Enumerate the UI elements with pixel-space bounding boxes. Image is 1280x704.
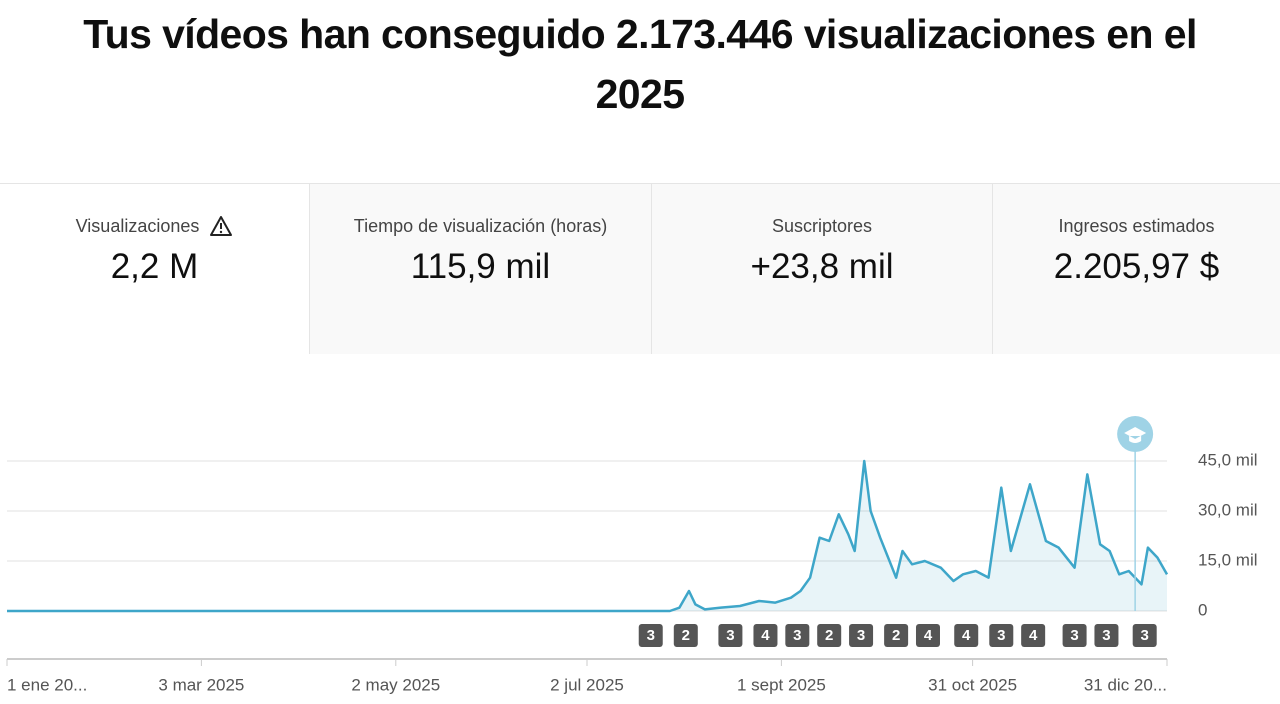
metric-card[interactable]: Ingresos estimados 2.205,97 $ [992,184,1280,354]
marker-box [1021,624,1046,647]
milestone-icon[interactable] [1117,416,1154,452]
marker-box [673,624,698,647]
x-tick-label: 3 mar 2025 [158,675,244,694]
marker-count: 4 [962,627,971,644]
annotation-marker[interactable]: 3 [718,624,743,647]
marker-box [1094,624,1119,647]
marker-box [849,624,874,647]
annotation-marker[interactable]: 2 [673,624,698,647]
marker-count: 2 [825,627,833,644]
metric-label: Tiempo de visualización (horas) [353,215,608,236]
annotation-marker[interactable]: 2 [817,624,842,647]
page-title: Tus vídeos han conseguido 2.173.446 visu… [83,11,1197,117]
x-tick-label: 31 dic 20... [1084,675,1167,694]
icon-cap [1124,427,1147,443]
x-tick-label: 31 oct 2025 [928,675,1017,694]
marker-box [1132,624,1157,647]
annotation-marker[interactable]: 3 [638,624,663,647]
marker-box [989,624,1014,647]
x-tick-label: 1 sept 2025 [737,675,826,694]
annotation-marker[interactable]: 3 [1062,624,1087,647]
annotation-marker[interactable]: 3 [1132,624,1157,647]
marker-count: 4 [1029,627,1038,644]
x-tick-label: 2 may 2025 [351,675,440,694]
annotation-marker[interactable]: 3 [849,624,874,647]
annotation-marker[interactable]: 2 [884,624,909,647]
marker-count: 3 [857,627,865,644]
marker-box [638,624,663,647]
chart: 0 15,0 mil 30,0 mil 45,0 mil 1 ene 20... 3 ma… [6,416,1258,694]
line-series [7,459,1169,613]
marker-count: 3 [647,627,655,644]
annotation-marker[interactable]: 3 [989,624,1014,647]
annotation-marker[interactable]: 3 [785,624,810,647]
marker-count: 3 [1070,627,1078,644]
metric-cards: Visualizaciones 2,2 M Tiempo de visualiz… [0,183,1280,354]
annotation-marker[interactable]: 4 [915,624,940,647]
y-tick-label: 0 [1198,600,1207,619]
metric-card[interactable]: Tiempo de visualización (horas) 115,9 mi… [309,184,651,354]
marker-count: 3 [793,627,801,644]
area-fill [7,461,1167,611]
marker-count: 3 [1141,627,1149,644]
annotation-marker[interactable]: 4 [954,624,979,647]
marker-count: 3 [997,627,1005,644]
metric-card[interactable]: Visualizaciones 2,2 M [0,184,309,354]
marker-count: 4 [924,627,933,644]
metric-value: 115,9 mil [410,247,551,286]
marker-count: 3 [1102,627,1110,644]
y-tick-label: 45,0 mil [1198,450,1258,469]
annotation-marker[interactable]: 4 [753,624,778,647]
y-tick-label: 30,0 mil [1198,500,1258,519]
metric-value: 2,2 M [110,247,199,286]
marker-box [718,624,743,647]
y-tick-label: 15,0 mil [1198,550,1258,569]
x-tick-label: 2 jul 2025 [550,675,624,694]
annotation-marker[interactable]: 4 [1021,624,1046,647]
metric-label: Ingresos estimados [1058,215,1215,236]
annotation-marker[interactable]: 3 [1094,624,1119,647]
marker-count: 3 [726,627,734,644]
marker-box [1062,624,1087,647]
marker-box [817,624,842,647]
marker-count: 4 [761,627,770,644]
metric-card[interactable]: Suscriptores +23,8 mil [651,184,992,354]
marker-box [954,624,979,647]
metric-value: 2.205,97 $ [1053,247,1220,286]
metric-value: +23,8 mil [750,247,894,286]
warning-icon[interactable] [209,215,233,237]
marker-box [785,624,810,647]
marker-count: 2 [892,627,900,644]
metric-label: Visualizaciones [75,215,200,236]
marker-box [884,624,909,647]
marker-box [753,624,778,647]
metric-label: Suscriptores [771,215,873,236]
marker-box [915,624,940,647]
marker-count: 2 [682,627,690,644]
x-tick-label: 1 ene 20... [7,675,87,694]
